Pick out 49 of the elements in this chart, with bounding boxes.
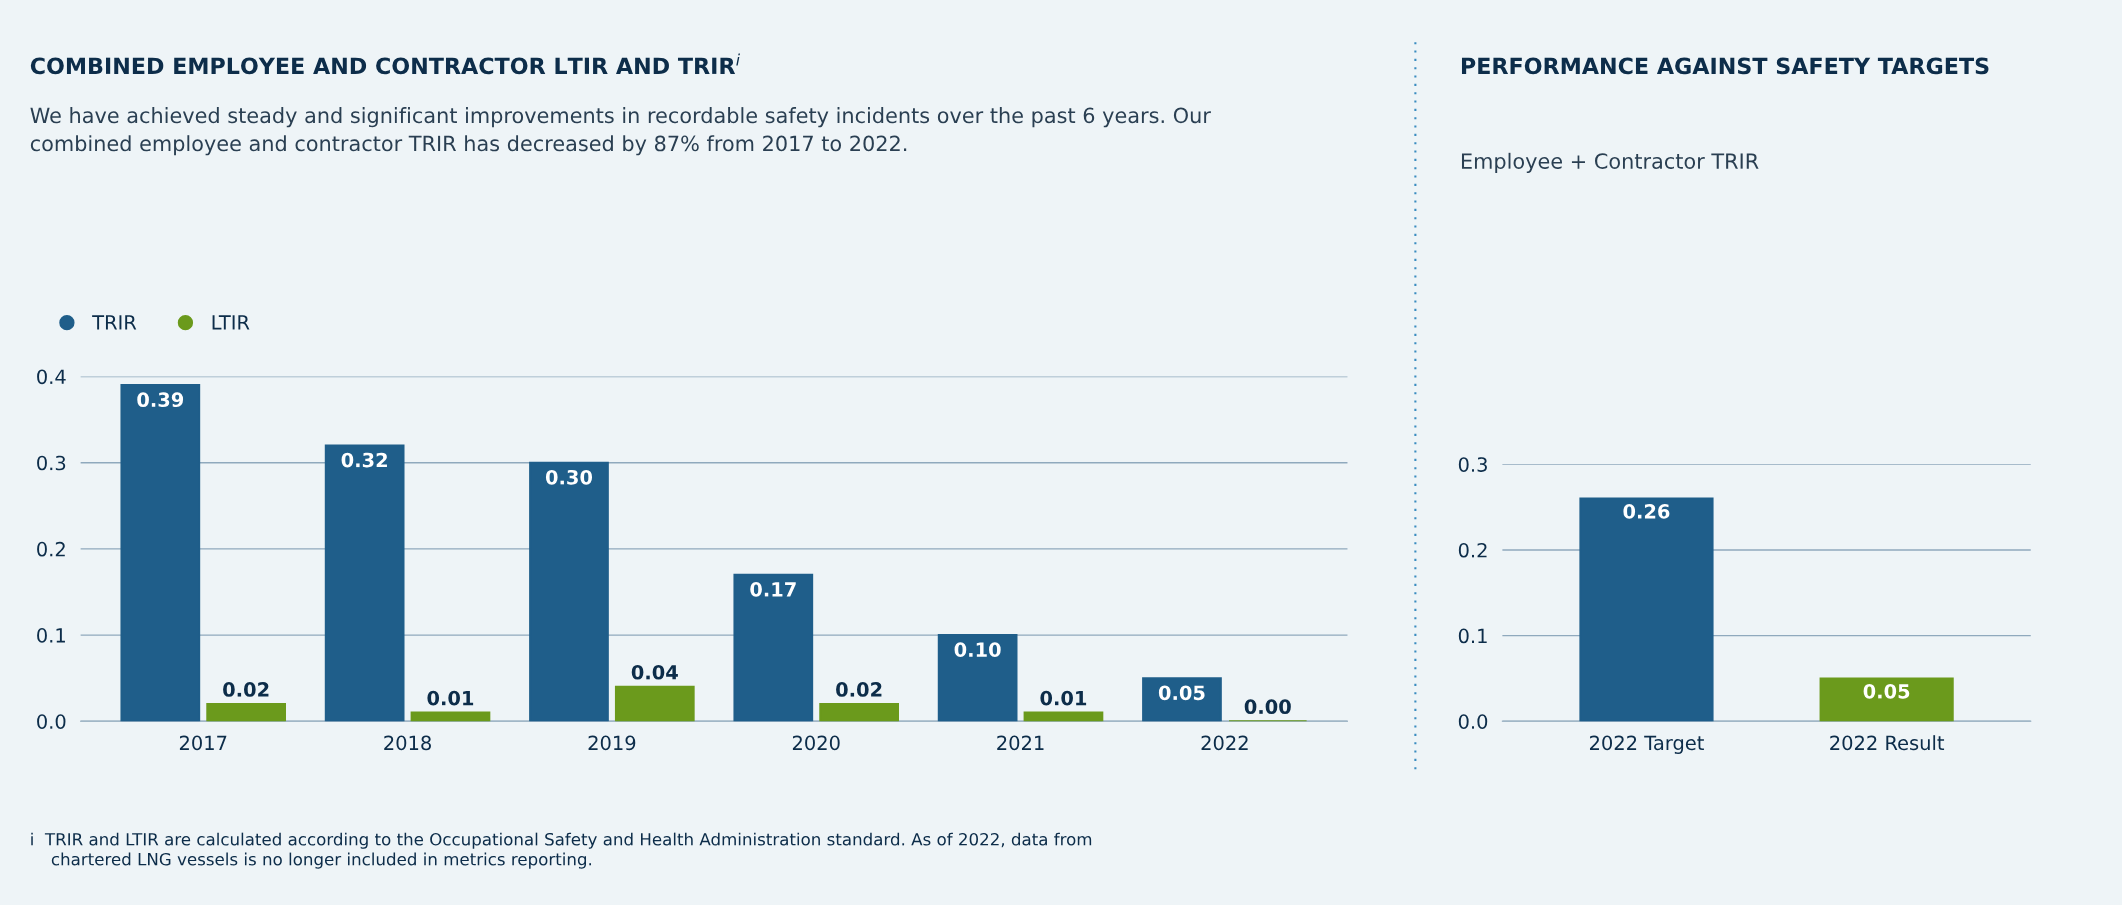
bar [324,444,405,722]
bar [120,384,201,722]
y-tick-label: 0.4 [37,369,66,385]
data-label: 0.01 [1040,690,1087,706]
data-label: 0.05 [1863,683,1910,699]
data-label: 0.05 [1158,685,1205,701]
data-label: 0.00 [1244,699,1291,715]
text: i TRIR and LTIR are calculated according to the Occupational Safety and Health Administration standard. As of 2022, data from chartered LNG vessels is no longer included in metrics reporting. [31,832,1092,869]
bar [529,461,609,722]
data-label: 0.01 [427,690,474,706]
chart-subtitle: Employee + Contractor TRIR [1461,152,1759,173]
bar [206,703,286,722]
y-tick-label: 0.3 [1458,457,1487,472]
y-tick-label: 0.0 [37,714,66,729]
bar [819,703,899,722]
x-tick-label: 2021 [997,735,1044,751]
data-label: 0.10 [954,642,1001,658]
x-tick-label: 2017 [179,735,227,751]
data-label: 0.32 [341,452,387,468]
bar [1023,711,1104,722]
y-tick-label: 0.2 [1458,542,1487,558]
bar [937,634,1018,722]
x-tick-label: 2022 Target [1589,735,1704,754]
bar [1142,677,1222,722]
x-tick-label: 2022 Result [1830,735,1945,751]
data-label: 0.02 [223,682,269,697]
bar [614,685,695,722]
y-tick-label: 0.1 [1458,628,1487,644]
legend-label: TRIR [92,315,137,330]
x-tick-label: 2018 [384,735,431,751]
y-tick-label: 0.1 [37,628,65,643]
data-label: 0.17 [750,581,796,597]
x-tick-label: 2022 [1201,735,1248,751]
bar [410,711,491,722]
bar [733,573,814,722]
legend-label: LTIR [212,315,250,330]
data-label: 0.39 [137,392,184,408]
chart-subtitle: We have achieved steady and significant improvements in recordable safety incidents over the past 6 years. Our combined employee and contractor TRIR has decreased by 87% from 2017 to 2022. [30,107,1211,156]
chart-title: COMBINED EMPLOYEE AND CONTRACTOR LTIR AND TRIR$^{i}$ [30,53,740,75]
data-label: 0.26 [1623,504,1670,519]
data-label: 0.04 [631,664,678,680]
y-tick-label: 0.3 [37,455,66,471]
x-tick-label: 2019 [588,735,636,751]
data-label: 0.02 [836,682,882,697]
x-tick-label: 2020 [792,735,840,751]
y-tick-label: 0.2 [37,541,65,557]
y-tick-label: 0.0 [1458,714,1488,729]
data-label: 0.30 [545,469,593,485]
chart-title: PERFORMANCE AGAINST SAFETY TARGETS [1461,57,1989,75]
